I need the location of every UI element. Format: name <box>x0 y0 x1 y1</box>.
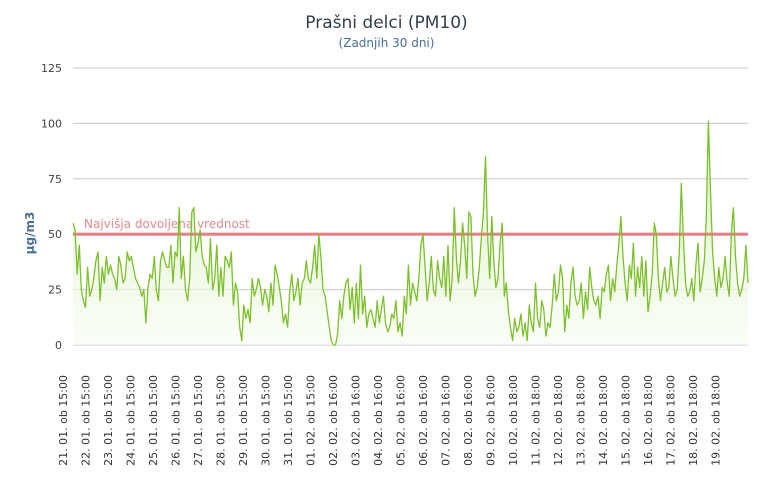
chart-title: Prašni delci (PM10) <box>305 13 467 33</box>
x-tick-label: 31. 01. ob 15:00 <box>282 375 295 466</box>
chart-subtitle: (Zadnjih 30 dni) <box>339 36 435 50</box>
y-tick-label: 125 <box>41 62 62 75</box>
y-axis-ticks: 0 25 50 75 100 125 <box>41 62 62 352</box>
x-tick-label: 19. 02. ob 18:00 <box>710 375 723 466</box>
x-tick-label: 15. 02. ob 18:00 <box>620 375 633 466</box>
series-area <box>73 121 748 345</box>
x-tick-label: 30. 01. ob 15:00 <box>260 375 273 466</box>
x-tick-label: 08. 02. ob 16:00 <box>462 375 475 466</box>
x-tick-label: 27. 01. ob 15:00 <box>192 375 205 466</box>
x-tick-label: 26. 01. ob 15:00 <box>170 375 183 466</box>
limit-line <box>73 232 748 236</box>
x-tick-label: 16. 02. ob 18:00 <box>642 375 655 466</box>
x-tick-label: 14. 02. ob 18:00 <box>597 375 610 466</box>
x-tick-label: 03. 02. ob 16:00 <box>350 375 363 466</box>
x-tick-label: 13. 02. ob 18:00 <box>575 375 588 466</box>
x-tick-label: 06. 02. ob 16:00 <box>417 375 430 466</box>
y-tick-label: 100 <box>41 117 62 130</box>
y-tick-label: 25 <box>48 284 62 297</box>
series-line <box>72 120 749 346</box>
x-tick-label: 22. 01. ob 15:00 <box>80 375 93 466</box>
x-tick-label: 17. 02. ob 18:00 <box>665 375 678 466</box>
x-tick-label: 29. 01. ob 15:00 <box>237 375 250 466</box>
x-tick-label: 28. 01. ob 15:00 <box>215 375 228 466</box>
x-tick-label: 11. 02. ob 18:00 <box>530 375 543 466</box>
x-tick-label: 07. 02. ob 16:00 <box>440 375 453 466</box>
y-tick-label: 50 <box>48 228 62 241</box>
x-tick-label: 23. 01. ob 15:00 <box>102 375 115 466</box>
y-axis-label: µg/m3 <box>23 212 37 255</box>
x-tick-label: 21. 01. ob 15:00 <box>57 375 70 466</box>
x-axis-ticks: 21. 01. ob 15:00 22. 01. ob 15:00 23. 01. … <box>57 375 723 466</box>
x-tick-label: 04. 02. ob 16:00 <box>372 375 385 466</box>
y-tick-label: 75 <box>48 173 62 186</box>
x-tick-label: 12. 02. ob 18:00 <box>552 375 565 466</box>
x-tick-label: 24. 01. ob 15:00 <box>125 375 138 466</box>
x-tick-label: 18. 02. ob 18:00 <box>687 375 700 466</box>
limit-label: Najvišja dovoljena vrednost <box>84 217 250 231</box>
x-tick-label: 09. 02. ob 16:00 <box>485 375 498 466</box>
x-tick-label: 25. 01. ob 15:00 <box>147 375 160 466</box>
x-tick-label: 10. 02. ob 18:00 <box>507 375 520 466</box>
y-tick-label: 0 <box>55 339 62 352</box>
x-tick-label: 02. 02. ob 16:00 <box>327 375 340 466</box>
x-tick-label: 05. 02. ob 16:00 <box>395 375 408 466</box>
x-tick-label: 01. 02. ob 15:00 <box>305 375 318 466</box>
